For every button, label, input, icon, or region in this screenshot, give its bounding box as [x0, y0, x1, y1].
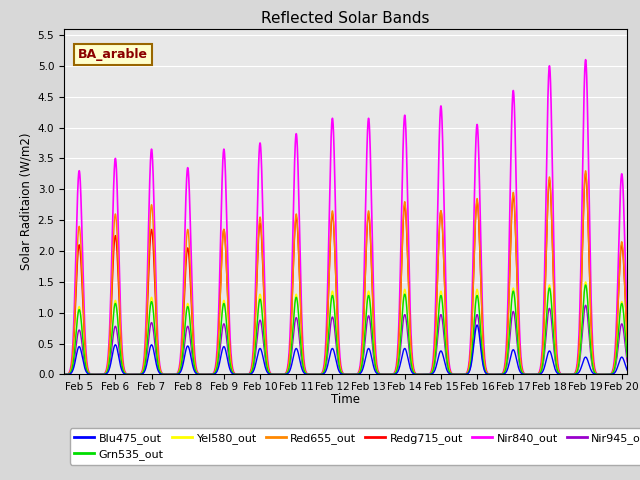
Title: Reflected Solar Bands: Reflected Solar Bands — [261, 11, 430, 26]
X-axis label: Time: Time — [331, 394, 360, 407]
Text: BA_arable: BA_arable — [78, 48, 148, 61]
Legend: Blu475_out, Grn535_out, Yel580_out, Red655_out, Redg715_out, Nir840_out, Nir945_: Blu475_out, Grn535_out, Yel580_out, Red6… — [70, 428, 640, 465]
Y-axis label: Solar Raditaion (W/m2): Solar Raditaion (W/m2) — [19, 133, 32, 270]
